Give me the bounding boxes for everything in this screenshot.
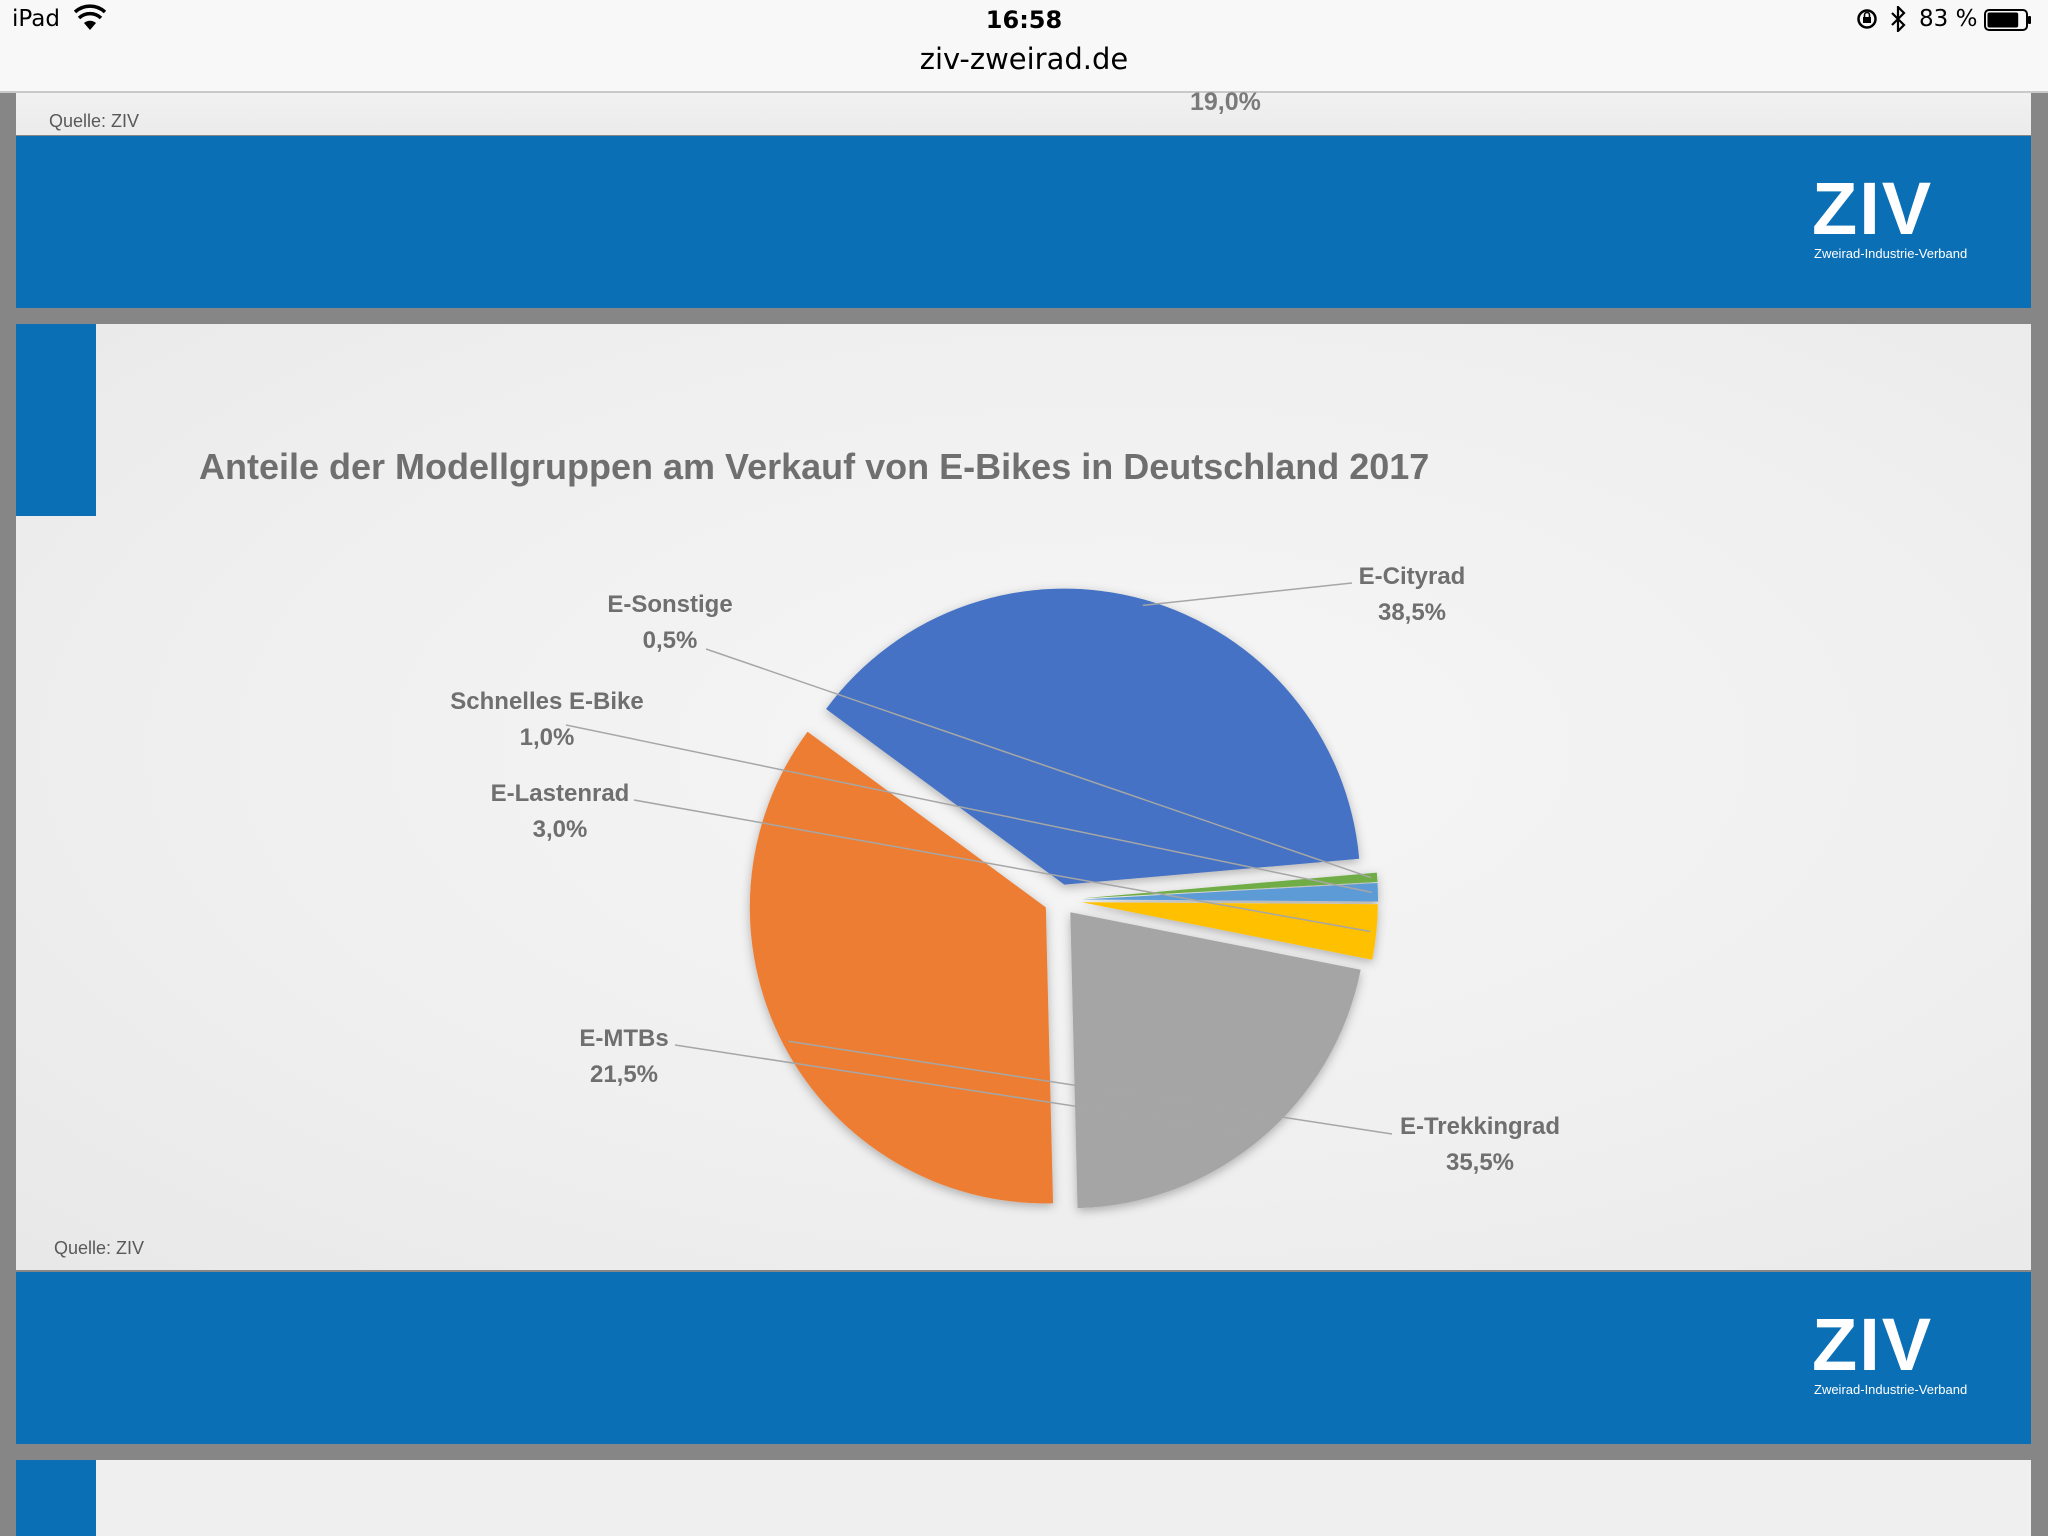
pie-slice-e-sonstige [1081, 872, 1378, 899]
battery-level-fill [1987, 12, 2019, 28]
leader-line [674, 1044, 1258, 1135]
wifi-icon [74, 4, 106, 30]
logo-subtitle: Zweirad-Industrie-Verband [1814, 1382, 1968, 1397]
slice-value-label: 0,5% [643, 627, 698, 654]
slice-name-label: Schnelles E-Bike [450, 688, 643, 715]
pie-slice-e-cityrad [826, 588, 1360, 885]
slice-name-label: E-Sonstige [607, 591, 732, 618]
chart-title: Anteile der Modellgruppen am Verkauf von… [199, 446, 1430, 487]
logo-word: ZIV [1812, 167, 1934, 250]
clock: 16:58 [985, 6, 1063, 34]
pie-slice-e-mtbs [1070, 912, 1361, 1209]
slice-name-label: E-Lastenrad [491, 780, 630, 807]
logo-word: ZIV [1812, 1303, 1934, 1386]
pie-slice-e-trekkingrad [749, 731, 1054, 1204]
slice-name-label: E-MTBs [579, 1025, 668, 1052]
address-bar[interactable]: ziv-zweirad.de [919, 42, 1129, 76]
leader-line [705, 648, 1372, 879]
leader-line [788, 1040, 1393, 1135]
battery-icon [1984, 9, 2031, 31]
ziv-logo: ZIV Zweirad-Industrie-Verband [1812, 1303, 1992, 1406]
leader-line [565, 724, 1373, 894]
status-bar: iPad 16:58 ziv-zweirad.de 83 % [0, 0, 2048, 93]
rotation-lock-icon [1857, 9, 1877, 29]
slide-footer-band [16, 1272, 2031, 1444]
previous-slide [16, 93, 2031, 135]
slice-value-label: 3,0% [533, 816, 588, 843]
slice-value-label: 38,5% [1378, 599, 1446, 626]
leader-line [1142, 582, 1353, 607]
slide-footer-band [16, 136, 2031, 308]
next-slide [16, 1460, 2031, 1536]
leader-line [633, 799, 1371, 933]
previous-slide-source: Quelle: ZIV [49, 111, 140, 131]
device-name: iPad [12, 6, 60, 32]
slide-accent-bar [16, 324, 96, 516]
battery-percentage: 83 % [1919, 6, 1978, 32]
bluetooth-icon [1891, 6, 1906, 32]
slide-accent-bar [16, 1460, 96, 1536]
logo-subtitle: Zweirad-Industrie-Verband [1814, 246, 1968, 261]
pie-slice-schnelles-e-bike [1081, 882, 1378, 902]
previous-slide-partial-label: 19,0% [1190, 88, 1261, 116]
slice-value-label: 21,5% [590, 1061, 658, 1088]
ziv-logo: ZIV Zweirad-Industrie-Verband [1812, 167, 1992, 270]
slice-name-label: E-Trekkingrad [1400, 1113, 1560, 1140]
slice-value-label: 1,0% [520, 724, 575, 751]
slice-name-label: E-Cityrad [1359, 563, 1466, 590]
slice-value-label: 35,5% [1446, 1149, 1514, 1176]
pie-slice-e-lastenrad [1081, 902, 1378, 960]
chart-source: Quelle: ZIV [54, 1238, 145, 1258]
